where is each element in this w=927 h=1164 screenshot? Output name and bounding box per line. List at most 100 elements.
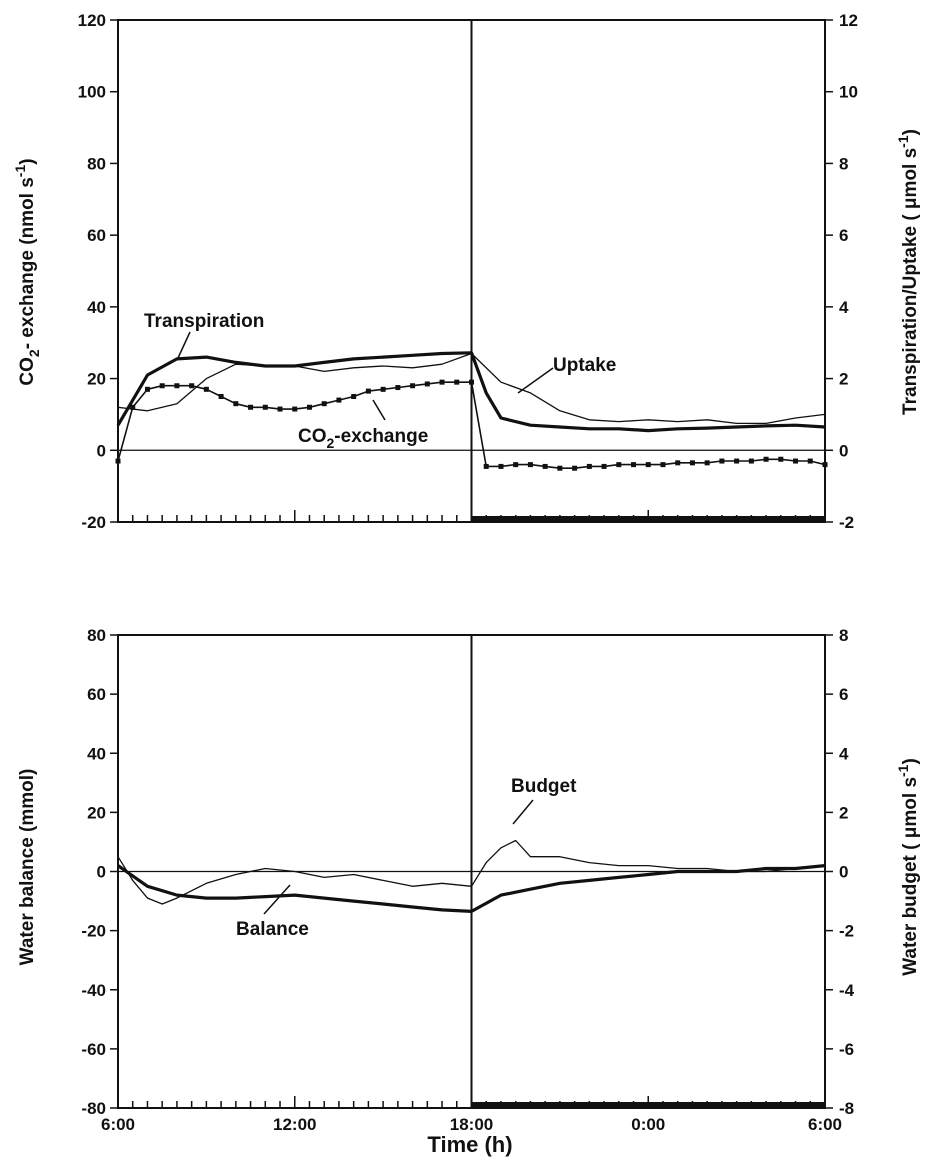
left-y-tick-label: -40 [81, 981, 106, 1000]
co2-exchange-point [144, 386, 150, 392]
left-y-tick-label: -20 [81, 922, 106, 941]
co2-exchange-point [365, 388, 371, 394]
transpiration-annotation: Transpiration [144, 311, 264, 332]
x-tick-label: 6:00 [808, 1115, 842, 1134]
uptake-leader [517, 367, 554, 394]
co2-exchange-point [262, 404, 268, 410]
left-y-tick-label: 100 [78, 83, 106, 102]
top-right-y-axis-title: Transpiration/Uptake ( μmol s-1) [895, 129, 921, 415]
co2-exchange-point [498, 463, 504, 469]
bottom-right-y-ticks: -8 -6 -4 -2 0 2 4 6 8 [825, 626, 855, 1118]
co2-exchange-point [469, 379, 474, 385]
uptake-line [117, 352, 826, 425]
right-y-tick-label: 4 [839, 298, 849, 317]
left-y-tick-label: 0 [97, 441, 106, 460]
bottom-plot-frame [117, 634, 826, 1109]
right-y-tick-label: 2 [839, 803, 848, 822]
co2-exchange-point [719, 458, 725, 464]
co2-exchange-point [424, 381, 430, 387]
left-y-tick-label: 80 [87, 154, 106, 173]
x-tick-label: 12:00 [273, 1115, 316, 1134]
co2-exchange-point [660, 462, 666, 468]
bottom-left-y-axis-title: Water balance (mmol) [17, 769, 38, 966]
co2-exchange-point [557, 465, 563, 471]
co2-exchange-point [807, 458, 813, 464]
top-series-group [115, 351, 828, 471]
co2-exchange-point [321, 401, 327, 407]
bottom-right-y-axis-title: Water budget ( μmol s-1) [895, 758, 921, 976]
left-y-tick-label: -20 [81, 513, 106, 532]
uptake-annotation: Uptake [553, 355, 616, 376]
x-tick-labels: 6:00 12:00 18:00 0:00 6:00 [101, 1115, 842, 1134]
co2-exchange-point [336, 397, 342, 403]
left-y-tick-label: 60 [87, 685, 106, 704]
right-y-tick-label: 6 [839, 226, 848, 245]
right-y-tick-label: -4 [839, 981, 855, 1000]
co2-exchange-point [572, 465, 578, 471]
left-y-tick-label: 20 [87, 803, 106, 822]
left-y-tick-label: 60 [87, 226, 106, 245]
top-plot-frame [117, 19, 826, 523]
co2-exchange-point [601, 463, 607, 469]
co2-exchange-point [616, 462, 622, 468]
co2-exchange-point [527, 462, 533, 468]
bottom-x-ticks [117, 1096, 826, 1108]
left-y-tick-label: 40 [87, 298, 106, 317]
co2-exchange-point [586, 463, 592, 469]
budget-annotation: Budget [511, 776, 577, 797]
co2-exchange-point [793, 458, 799, 464]
right-y-tick-label: 8 [839, 626, 848, 645]
left-y-tick-label: 0 [97, 863, 106, 882]
budget-line [117, 839, 826, 905]
right-y-tick-label: 0 [839, 863, 848, 882]
top-right-y-ticks: -2 0 2 4 6 8 10 12 [825, 11, 858, 532]
right-y-tick-label: 0 [839, 441, 848, 460]
co2-exchange-point [203, 386, 209, 392]
x-tick-label: 18:00 [450, 1115, 493, 1134]
co2-exchange-point [395, 385, 401, 391]
co2-exchange-point [174, 383, 180, 389]
co2-exchange-point [130, 404, 136, 410]
right-y-tick-label: 10 [839, 83, 858, 102]
right-y-tick-label: 2 [839, 370, 848, 389]
co2-exchange-point [410, 383, 416, 389]
co2-exchange-point [748, 458, 754, 464]
left-y-tick-label: 120 [78, 11, 106, 30]
co2-exchange-point [277, 406, 283, 412]
right-y-tick-label: 8 [839, 154, 848, 173]
bottom-series-group [117, 839, 826, 914]
left-y-tick-label: -80 [81, 1099, 106, 1118]
x-tick-label: 0:00 [631, 1115, 665, 1134]
transpiration-line [116, 351, 826, 433]
right-y-tick-label: 12 [839, 11, 858, 30]
budget-leader [512, 799, 534, 825]
co2-exchange-point [645, 462, 651, 468]
co2-exchange-point [189, 383, 195, 389]
co2-exchange-point [483, 463, 489, 469]
co2-exchange-point [734, 458, 740, 464]
top-left-y-axis-title: CO2- exchange (nmol s-1) [12, 158, 42, 385]
co2-exchange-point [542, 463, 548, 469]
co2-exchange-point [704, 460, 710, 466]
right-y-tick-label: 6 [839, 685, 848, 704]
co2-exchange-point [675, 460, 681, 466]
co2-exchange-point [351, 394, 357, 399]
bottom-left-y-ticks: -80 -60 -40 -20 0 20 40 60 80 [81, 626, 118, 1118]
co2-exchange-point [233, 401, 239, 407]
co2-exchange-point [513, 462, 519, 468]
co2-exchange-point [159, 383, 165, 389]
co2-exchange-leader [372, 399, 386, 421]
right-y-tick-label: 4 [839, 744, 849, 763]
co2-exchange-point [763, 456, 769, 462]
x-axis-title: Time (h) [427, 1132, 512, 1157]
top-left-y-ticks: -20 0 20 40 60 80 100 120 [78, 11, 118, 532]
balance-leader [263, 884, 291, 915]
x-tick-label: 6:00 [101, 1115, 135, 1134]
left-y-tick-label: -60 [81, 1040, 106, 1059]
co2-exchange-point [778, 456, 784, 462]
left-y-tick-label: 80 [87, 626, 106, 645]
right-y-tick-label: -2 [839, 513, 854, 532]
